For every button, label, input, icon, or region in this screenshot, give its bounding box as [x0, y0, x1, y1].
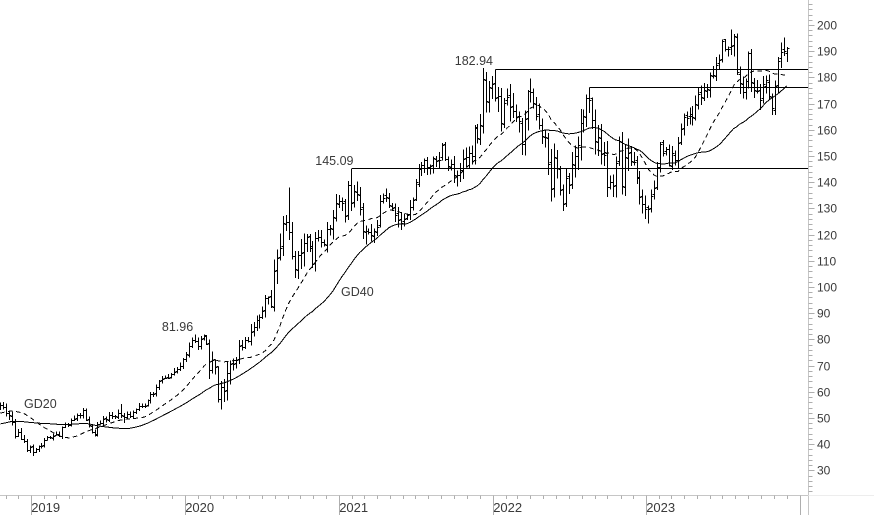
svg-text:60: 60: [817, 385, 831, 399]
svg-text:50: 50: [817, 411, 831, 425]
svg-text:2020: 2020: [185, 500, 214, 515]
svg-text:70: 70: [817, 359, 831, 373]
svg-text:2022: 2022: [493, 500, 522, 515]
svg-text:180: 180: [817, 70, 837, 84]
svg-text:130: 130: [817, 201, 837, 215]
svg-text:2023: 2023: [646, 500, 675, 515]
svg-text:100: 100: [817, 280, 837, 294]
svg-text:120: 120: [817, 228, 837, 242]
svg-text:2021: 2021: [339, 500, 368, 515]
svg-text:40: 40: [817, 437, 831, 451]
svg-text:2019: 2019: [31, 500, 60, 515]
svg-text:GD20: GD20: [24, 397, 57, 411]
svg-text:GD40: GD40: [341, 285, 374, 299]
svg-text:145.09: 145.09: [315, 154, 353, 168]
svg-text:170: 170: [817, 97, 837, 111]
svg-text:90: 90: [817, 306, 831, 320]
svg-text:81.96: 81.96: [162, 320, 193, 334]
svg-text:190: 190: [817, 44, 837, 58]
svg-text:150: 150: [817, 149, 837, 163]
svg-text:182.94: 182.94: [455, 54, 493, 68]
svg-text:80: 80: [817, 332, 831, 346]
svg-text:160: 160: [817, 123, 837, 137]
svg-text:200: 200: [817, 18, 837, 32]
svg-text:110: 110: [817, 254, 836, 268]
svg-text:30: 30: [817, 463, 831, 477]
svg-text:140: 140: [817, 175, 837, 189]
